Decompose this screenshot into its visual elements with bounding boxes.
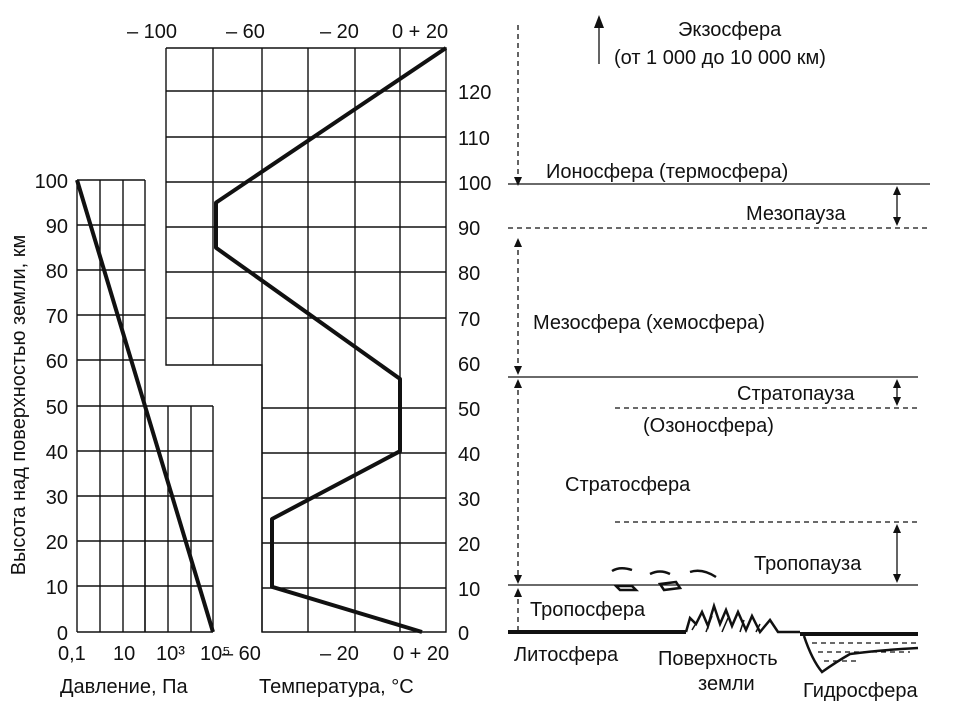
y-tick-label: 10 [46,577,68,599]
y-tick-label: 60 [46,351,68,373]
x-tick-label: 0 + 20 [392,21,448,43]
y-tick-label: 20 [46,532,68,554]
mesosphere-label: Мезосфера (хемосфера) [533,312,765,334]
y-tick-label: 40 [458,444,480,466]
y-tick-label: 70 [458,309,480,331]
temperature-bottom-ticks: – 60 – 20 0 + 20 [222,643,449,665]
x-tick-label: 0,1 [58,643,86,665]
layer-boundaries [508,15,930,630]
y-tick-label: 40 [46,442,68,464]
x-tick-label: – 100 [127,21,177,43]
y-tick-label: 70 [46,306,68,328]
y-tick-label: 90 [46,216,68,238]
pressure-y-axis-title: Высота над поверхностью земли, км [8,235,30,576]
stratopause-label: Стратопауза [737,383,855,405]
y-tick-label: 100 [458,173,491,195]
x-tick-label: – 60 [222,643,261,665]
temperature-curve [214,46,448,634]
x-tick-label: – 60 [226,21,265,43]
stratosphere-label: Стратосфера [565,474,691,496]
y-tick-label: 90 [458,218,480,240]
hydrosphere-label: Гидросфера [803,680,918,702]
y-tick-label: 30 [458,489,480,511]
y-tick-label: 80 [458,263,480,285]
x-tick-label: – 20 [320,643,359,665]
surface-label: Поверхность [658,648,778,670]
cloud-marks [611,567,717,592]
y-tick-label: 100 [35,171,68,193]
temperature-grid [165,47,447,633]
troposphere-label: Тропосфера [530,599,646,621]
pressure-y-ticks: 100 90 80 70 60 50 40 30 20 10 0 [35,171,68,645]
y-tick-label: 0 [57,623,68,645]
y-tick-label: 120 [458,82,491,104]
y-tick-label: 80 [46,261,68,283]
temperature-x-axis-title: Температура, °С [259,676,414,698]
y-tick-label: 30 [46,487,68,509]
x-tick-label: 0 + 20 [393,643,449,665]
y-tick-label: 10 [458,579,480,601]
ionosphere-label: Ионосфера (термосфера) [546,161,788,183]
y-tick-label: 50 [46,397,68,419]
y-tick-label: 60 [458,354,480,376]
y-tick-label: 20 [458,534,480,556]
ground-surface [508,601,919,674]
exosphere-range-label: (от 1 000 до 10 000 км) [614,47,826,69]
surface-label-line2: земли [698,673,755,695]
lithosphere-label: Литосфера [514,644,619,666]
tropopause-label: Тропопауза [754,553,862,575]
y-tick-label: 0 [458,623,469,645]
exosphere-label: Экзосфера [678,19,782,41]
ozonosphere-label: (Озоносфера) [643,415,774,437]
temperature-right-ticks: 120 110 100 90 80 70 60 50 40 30 20 10 0 [458,82,491,645]
x-tick-label: 10⁵ [200,643,231,665]
x-tick-label: – 20 [320,21,359,43]
temperature-top-ticks: – 100 – 60 – 20 0 + 20 [127,21,448,43]
x-tick-label: 10³ [156,643,185,665]
pressure-curve [75,179,215,633]
pressure-x-axis-title: Давление, Па [60,676,188,698]
pressure-x-ticks: 0,1 10 10³ 10⁵ [58,643,231,665]
mesopause-label: Мезопауза [746,203,847,225]
y-tick-label: 110 [458,128,490,150]
y-tick-label: 50 [458,399,480,421]
x-tick-label: 10 [113,643,135,665]
